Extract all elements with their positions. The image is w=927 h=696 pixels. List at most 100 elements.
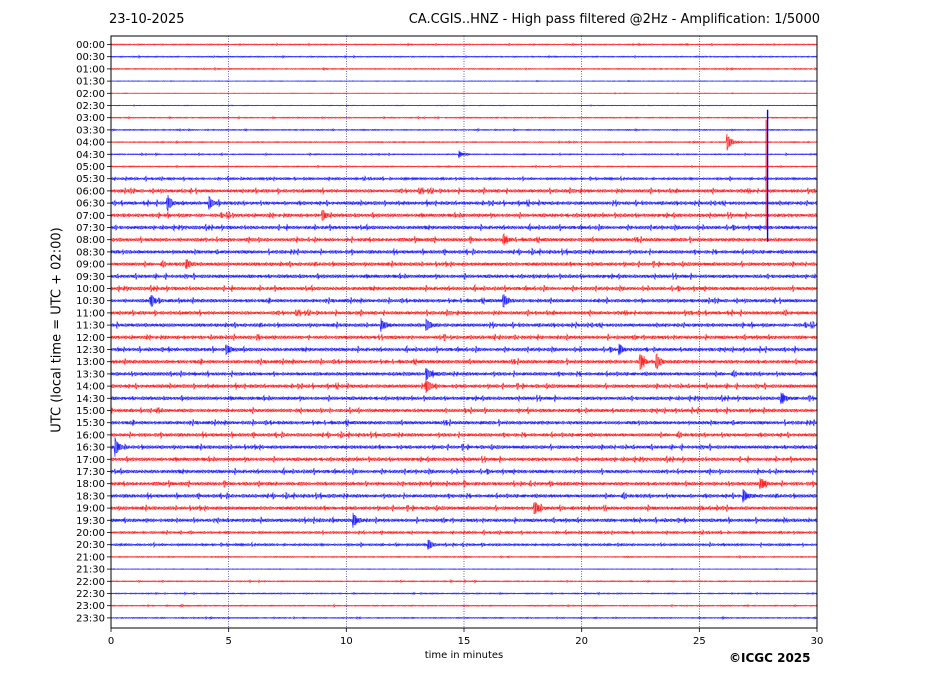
trace-1930 — [110, 512, 818, 528]
trace-0000 — [110, 42, 818, 47]
y-tick-label: 07:00 — [76, 211, 105, 222]
x-tick-label: 25 — [693, 636, 706, 647]
y-tick-label: 03:30 — [76, 125, 105, 136]
y-tick-label: 15:30 — [76, 418, 105, 429]
y-tick-label: 21:00 — [76, 552, 105, 563]
y-tick-label: 16:30 — [76, 443, 105, 454]
trace-2130 — [110, 567, 818, 571]
y-tick-label: 05:00 — [76, 162, 105, 173]
trace-2200 — [110, 578, 818, 584]
trace-0800 — [110, 232, 818, 246]
y-tick-label: 02:00 — [76, 89, 105, 100]
trace-1400 — [110, 379, 818, 394]
trace-0030 — [110, 54, 818, 59]
y-tick-label: 06:00 — [76, 186, 105, 197]
trace-1830 — [110, 489, 818, 503]
trace-1630 — [110, 437, 818, 457]
trace-1600 — [110, 430, 818, 440]
trace-0900 — [110, 259, 818, 269]
y-tick-label: 20:30 — [76, 540, 105, 551]
y-tick-label: 12:30 — [76, 345, 105, 356]
trace-0530 — [110, 175, 818, 183]
trace-0500 — [110, 164, 818, 169]
y-tick-label: 10:00 — [76, 284, 105, 295]
y-tick-label: 18:30 — [76, 491, 105, 502]
y-tick-label: 07:30 — [76, 223, 105, 234]
trace-layer — [110, 42, 818, 621]
y-tick-label: 15:00 — [76, 406, 105, 417]
y-tick-label: 03:00 — [76, 113, 105, 124]
trace-1330 — [110, 367, 818, 381]
y-tick-label: 18:00 — [76, 479, 105, 490]
y-tick-label: 11:30 — [76, 321, 105, 332]
y-tick-label: 14:00 — [76, 382, 105, 393]
y-tick-label: 08:00 — [76, 235, 105, 246]
y-tick-label: 05:30 — [76, 174, 105, 185]
trace-1430 — [110, 392, 818, 405]
trace-2230 — [110, 591, 818, 596]
y-tick-label: 00:30 — [76, 52, 105, 63]
y-tick-label: 13:30 — [76, 369, 105, 380]
y-tick-label: 00:00 — [76, 40, 105, 51]
y-tick-label: 23:30 — [76, 613, 105, 624]
y-tick-label: 23:00 — [76, 601, 105, 612]
x-tick-label: 5 — [225, 636, 231, 647]
trace-1530 — [110, 418, 818, 428]
trace-0830 — [110, 247, 818, 257]
y-tick-label: 16:00 — [76, 430, 105, 441]
trace-2300 — [110, 603, 818, 608]
y-tick-label: 06:30 — [76, 199, 105, 210]
y-tick-label: 01:00 — [76, 64, 105, 75]
y-tick-label: 02:30 — [76, 101, 105, 112]
trace-0330 — [110, 127, 818, 133]
x-tick-label: 20 — [575, 636, 588, 647]
y-tick-label: 12:00 — [76, 333, 105, 344]
y-tick-label: 19:00 — [76, 504, 105, 515]
copyright-label: ©ICGC 2025 — [729, 651, 811, 665]
trace-1230 — [110, 343, 818, 356]
y-tick-label: 22:00 — [76, 577, 105, 588]
y-tick-label: 13:00 — [76, 357, 105, 368]
y-tick-label: 19:30 — [76, 516, 105, 527]
trace-1730 — [110, 466, 818, 476]
y-tick-label: 01:30 — [76, 77, 105, 88]
trace-0730 — [110, 222, 818, 232]
trace-0300 — [110, 115, 818, 120]
y-tick-label: 10:30 — [76, 296, 105, 307]
x-tick-label: 10 — [340, 636, 353, 647]
x-ticks: 0 5 10 15 20 25 30 — [108, 628, 824, 647]
trace-1130 — [110, 318, 818, 333]
trace-1200 — [110, 333, 818, 342]
y-tick-label: 04:30 — [76, 150, 105, 161]
y-tick-label: 17:00 — [76, 455, 105, 466]
trace-0700 — [110, 209, 818, 221]
x-tick-label: 30 — [811, 636, 824, 647]
y-tick-label: 14:30 — [76, 394, 105, 405]
trace-0100 — [110, 66, 818, 72]
trace-0930 — [110, 272, 818, 281]
y-tick-label: 20:00 — [76, 528, 105, 539]
trace-0130 — [110, 79, 818, 83]
x-tick-label: 0 — [108, 636, 114, 647]
y-tick-label: 21:30 — [76, 565, 105, 576]
y-tick-label: 22:30 — [76, 589, 105, 600]
y-tick-label: 08:30 — [76, 247, 105, 258]
trace-0230 — [110, 104, 818, 107]
trace-1700 — [110, 455, 818, 464]
x-axis-label: time in minutes — [424, 650, 504, 661]
trace-1000 — [110, 283, 818, 293]
trace-0600 — [110, 186, 818, 196]
trace-0200 — [110, 92, 818, 95]
y-tick-label: 11:00 — [76, 308, 105, 319]
trace-1030 — [110, 294, 818, 308]
trace-2030 — [110, 539, 818, 550]
y-tick-label: 04:00 — [76, 138, 105, 149]
trace-1300 — [110, 352, 818, 371]
trace-1500 — [110, 406, 818, 415]
grid-lines — [228, 36, 700, 628]
trace-2000 — [110, 528, 818, 537]
y-tick-label: 09:30 — [76, 272, 105, 283]
trace-2100 — [110, 554, 818, 560]
